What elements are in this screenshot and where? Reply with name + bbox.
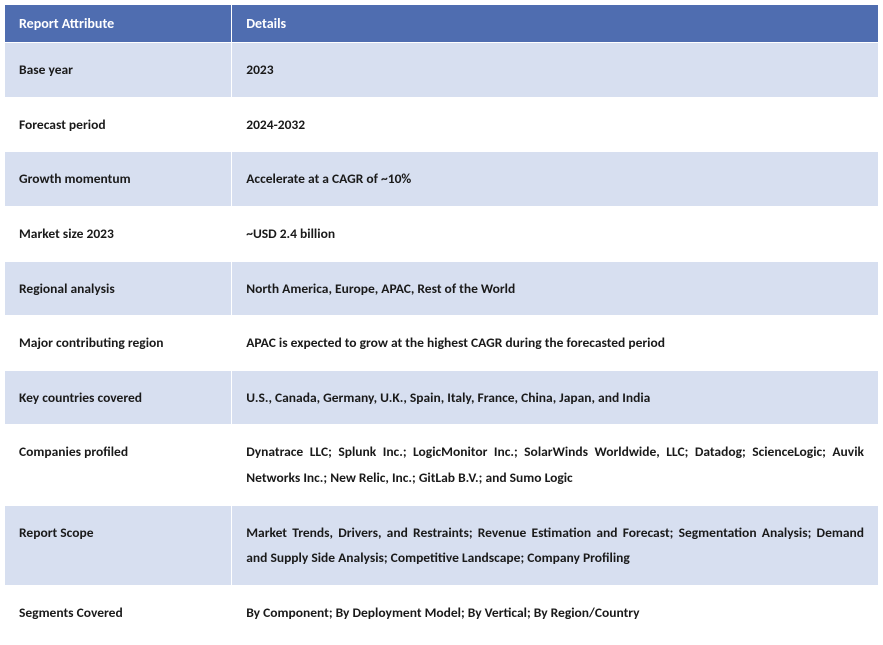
report-attributes-table: Report Attribute Details Base year 2023 … <box>4 4 879 641</box>
cell-attribute: Regional analysis <box>5 261 232 316</box>
cell-attribute: Key countries covered <box>5 370 232 425</box>
cell-attribute: Growth momentum <box>5 152 232 207</box>
table-row: Report Scope Market Trends, Drivers, and… <box>5 505 879 585</box>
table-row: Base year 2023 <box>5 43 879 98</box>
cell-attribute: Companies profiled <box>5 425 232 505</box>
table-row: Regional analysis North America, Europe,… <box>5 261 879 316</box>
table-row: Companies profiled Dynatrace LLC; Splunk… <box>5 425 879 505</box>
cell-details: APAC is expected to grow at the highest … <box>232 316 879 371</box>
cell-details: North America, Europe, APAC, Rest of the… <box>232 261 879 316</box>
cell-details: 2023 <box>232 43 879 98</box>
cell-details: By Component; By Deployment Model; By Ve… <box>232 586 879 641</box>
table-row: Forecast period 2024-2032 <box>5 97 879 152</box>
cell-attribute: Base year <box>5 43 232 98</box>
cell-details: U.S., Canada, Germany, U.K., Spain, Ital… <box>232 370 879 425</box>
cell-attribute: Report Scope <box>5 505 232 585</box>
table-row: Segments Covered By Component; By Deploy… <box>5 586 879 641</box>
table-row: Major contributing region APAC is expect… <box>5 316 879 371</box>
table-body: Base year 2023 Forecast period 2024-2032… <box>5 43 879 641</box>
cell-details: ~USD 2.4 billion <box>232 206 879 261</box>
table-row: Market size 2023 ~USD 2.4 billion <box>5 206 879 261</box>
table-row: Key countries covered U.S., Canada, Germ… <box>5 370 879 425</box>
cell-details: Market Trends, Drivers, and Restraints; … <box>232 505 879 585</box>
cell-attribute: Segments Covered <box>5 586 232 641</box>
cell-attribute: Major contributing region <box>5 316 232 371</box>
cell-details: Dynatrace LLC; Splunk Inc.; LogicMonitor… <box>232 425 879 505</box>
col-header-attribute: Report Attribute <box>5 5 232 43</box>
table-row: Growth momentum Accelerate at a CAGR of … <box>5 152 879 207</box>
cell-attribute: Forecast period <box>5 97 232 152</box>
col-header-details: Details <box>232 5 879 43</box>
cell-details: Accelerate at a CAGR of ~10% <box>232 152 879 207</box>
table-header-row: Report Attribute Details <box>5 5 879 43</box>
cell-attribute: Market size 2023 <box>5 206 232 261</box>
cell-details: 2024-2032 <box>232 97 879 152</box>
